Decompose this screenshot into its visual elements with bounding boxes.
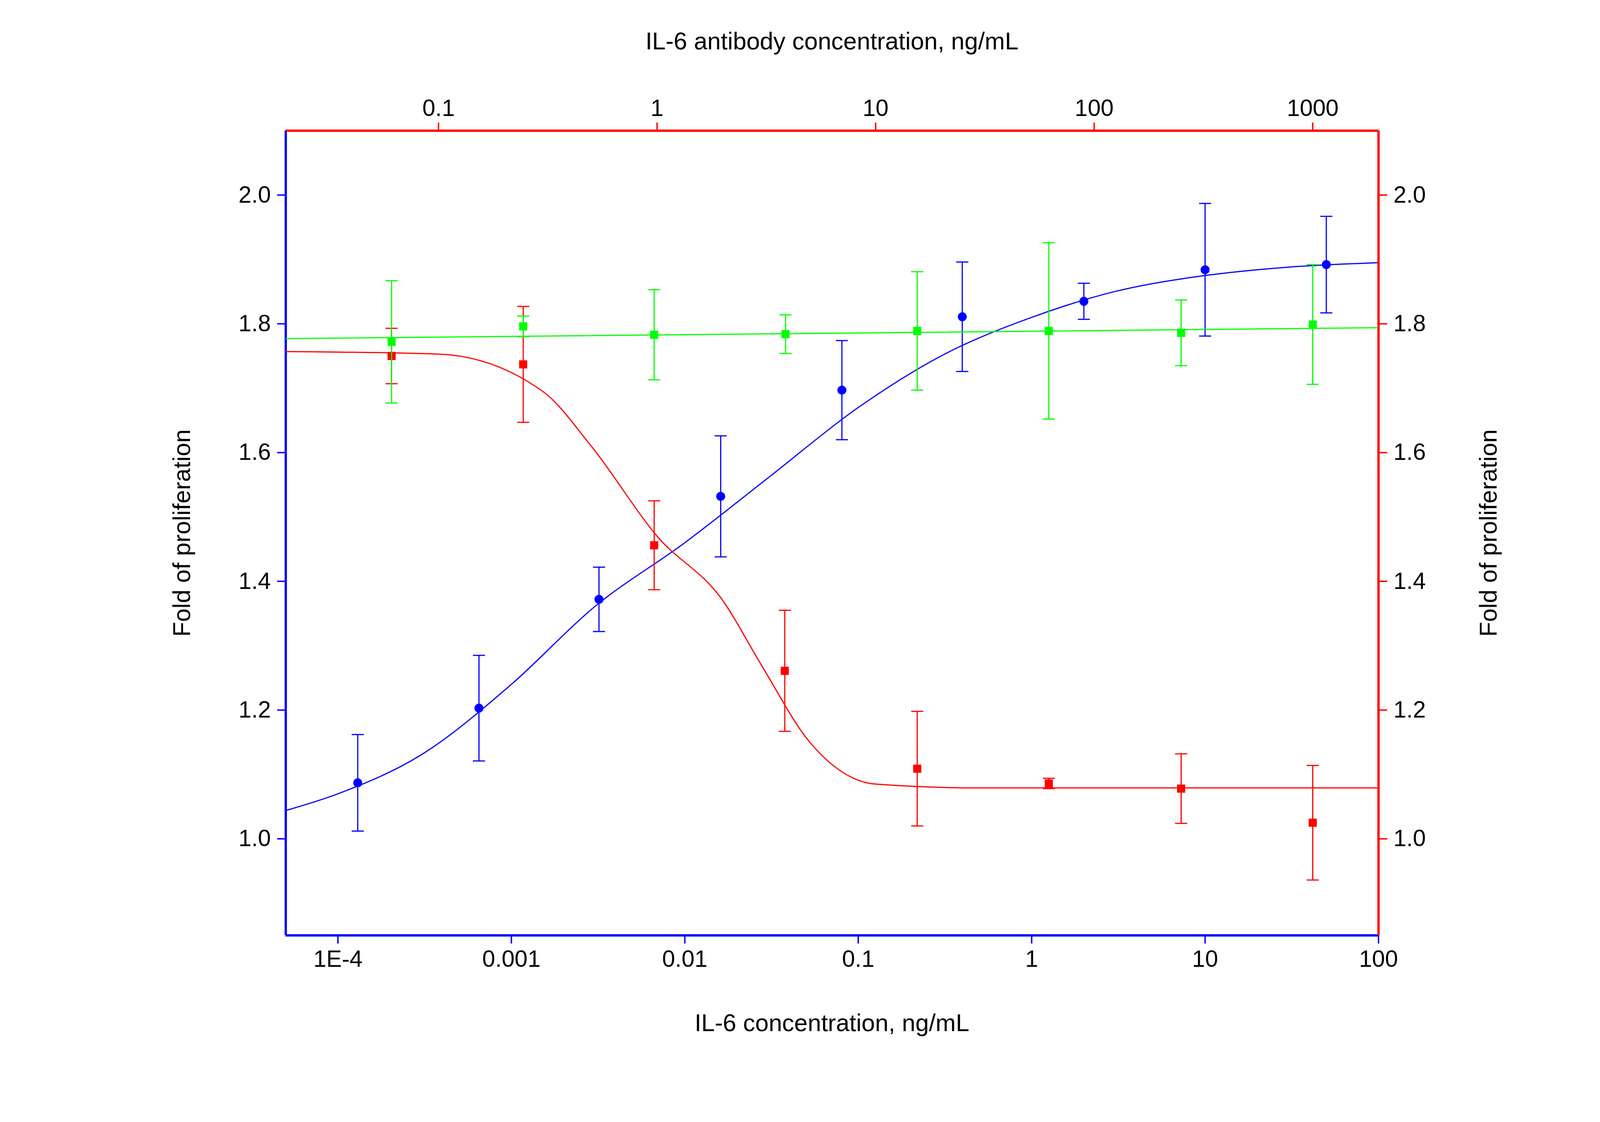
html-text:Fold of proliferation: Fold of proliferation bbox=[168, 428, 196, 637]
svg-text:1.4: 1.4 bbox=[238, 567, 272, 594]
svg-text:100: 100 bbox=[1074, 95, 1114, 122]
svg-text:1.8: 1.8 bbox=[238, 310, 272, 337]
svg-text:1000: 1000 bbox=[1286, 95, 1339, 122]
svg-text:10: 10 bbox=[1191, 945, 1219, 972]
svg-text:2.0: 2.0 bbox=[1393, 181, 1427, 208]
svg-text:1E-4: 1E-4 bbox=[313, 945, 363, 972]
svg-text:1.6: 1.6 bbox=[1393, 438, 1427, 465]
svg-text:0.001: 0.001 bbox=[482, 945, 541, 972]
svg-text:1: 1 bbox=[1025, 945, 1039, 972]
svg-text:100: 100 bbox=[1359, 945, 1398, 972]
svg-text:0.1: 0.1 bbox=[422, 95, 456, 122]
svg-text:1.2: 1.2 bbox=[238, 696, 272, 723]
svg-text:1.8: 1.8 bbox=[1393, 310, 1427, 337]
html-text:Fold of proliferation: Fold of proliferation bbox=[1474, 428, 1502, 637]
svg-text:1.2: 1.2 bbox=[1393, 696, 1427, 723]
svg-text:2.0: 2.0 bbox=[238, 181, 272, 208]
svg-text:1: 1 bbox=[650, 95, 664, 122]
html-text:IL-6 concentration, ng/mL: IL-6 concentration, ng/mL bbox=[694, 1008, 970, 1036]
svg-text:1.6: 1.6 bbox=[238, 438, 272, 465]
svg-text:1.0: 1.0 bbox=[1393, 824, 1427, 852]
svg-text:0.1: 0.1 bbox=[842, 945, 875, 972]
svg-text:10: 10 bbox=[862, 95, 889, 122]
html-text:IL-6 antibody concentration, n: IL-6 antibody concentration, ng/mL bbox=[645, 27, 1019, 55]
svg-text:0.01: 0.01 bbox=[662, 945, 708, 972]
svg-text:1.4: 1.4 bbox=[1393, 567, 1427, 594]
svg-text:1.0: 1.0 bbox=[238, 824, 272, 852]
